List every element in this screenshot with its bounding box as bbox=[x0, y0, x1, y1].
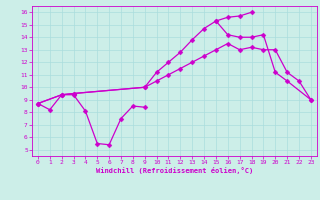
X-axis label: Windchill (Refroidissement éolien,°C): Windchill (Refroidissement éolien,°C) bbox=[96, 167, 253, 174]
